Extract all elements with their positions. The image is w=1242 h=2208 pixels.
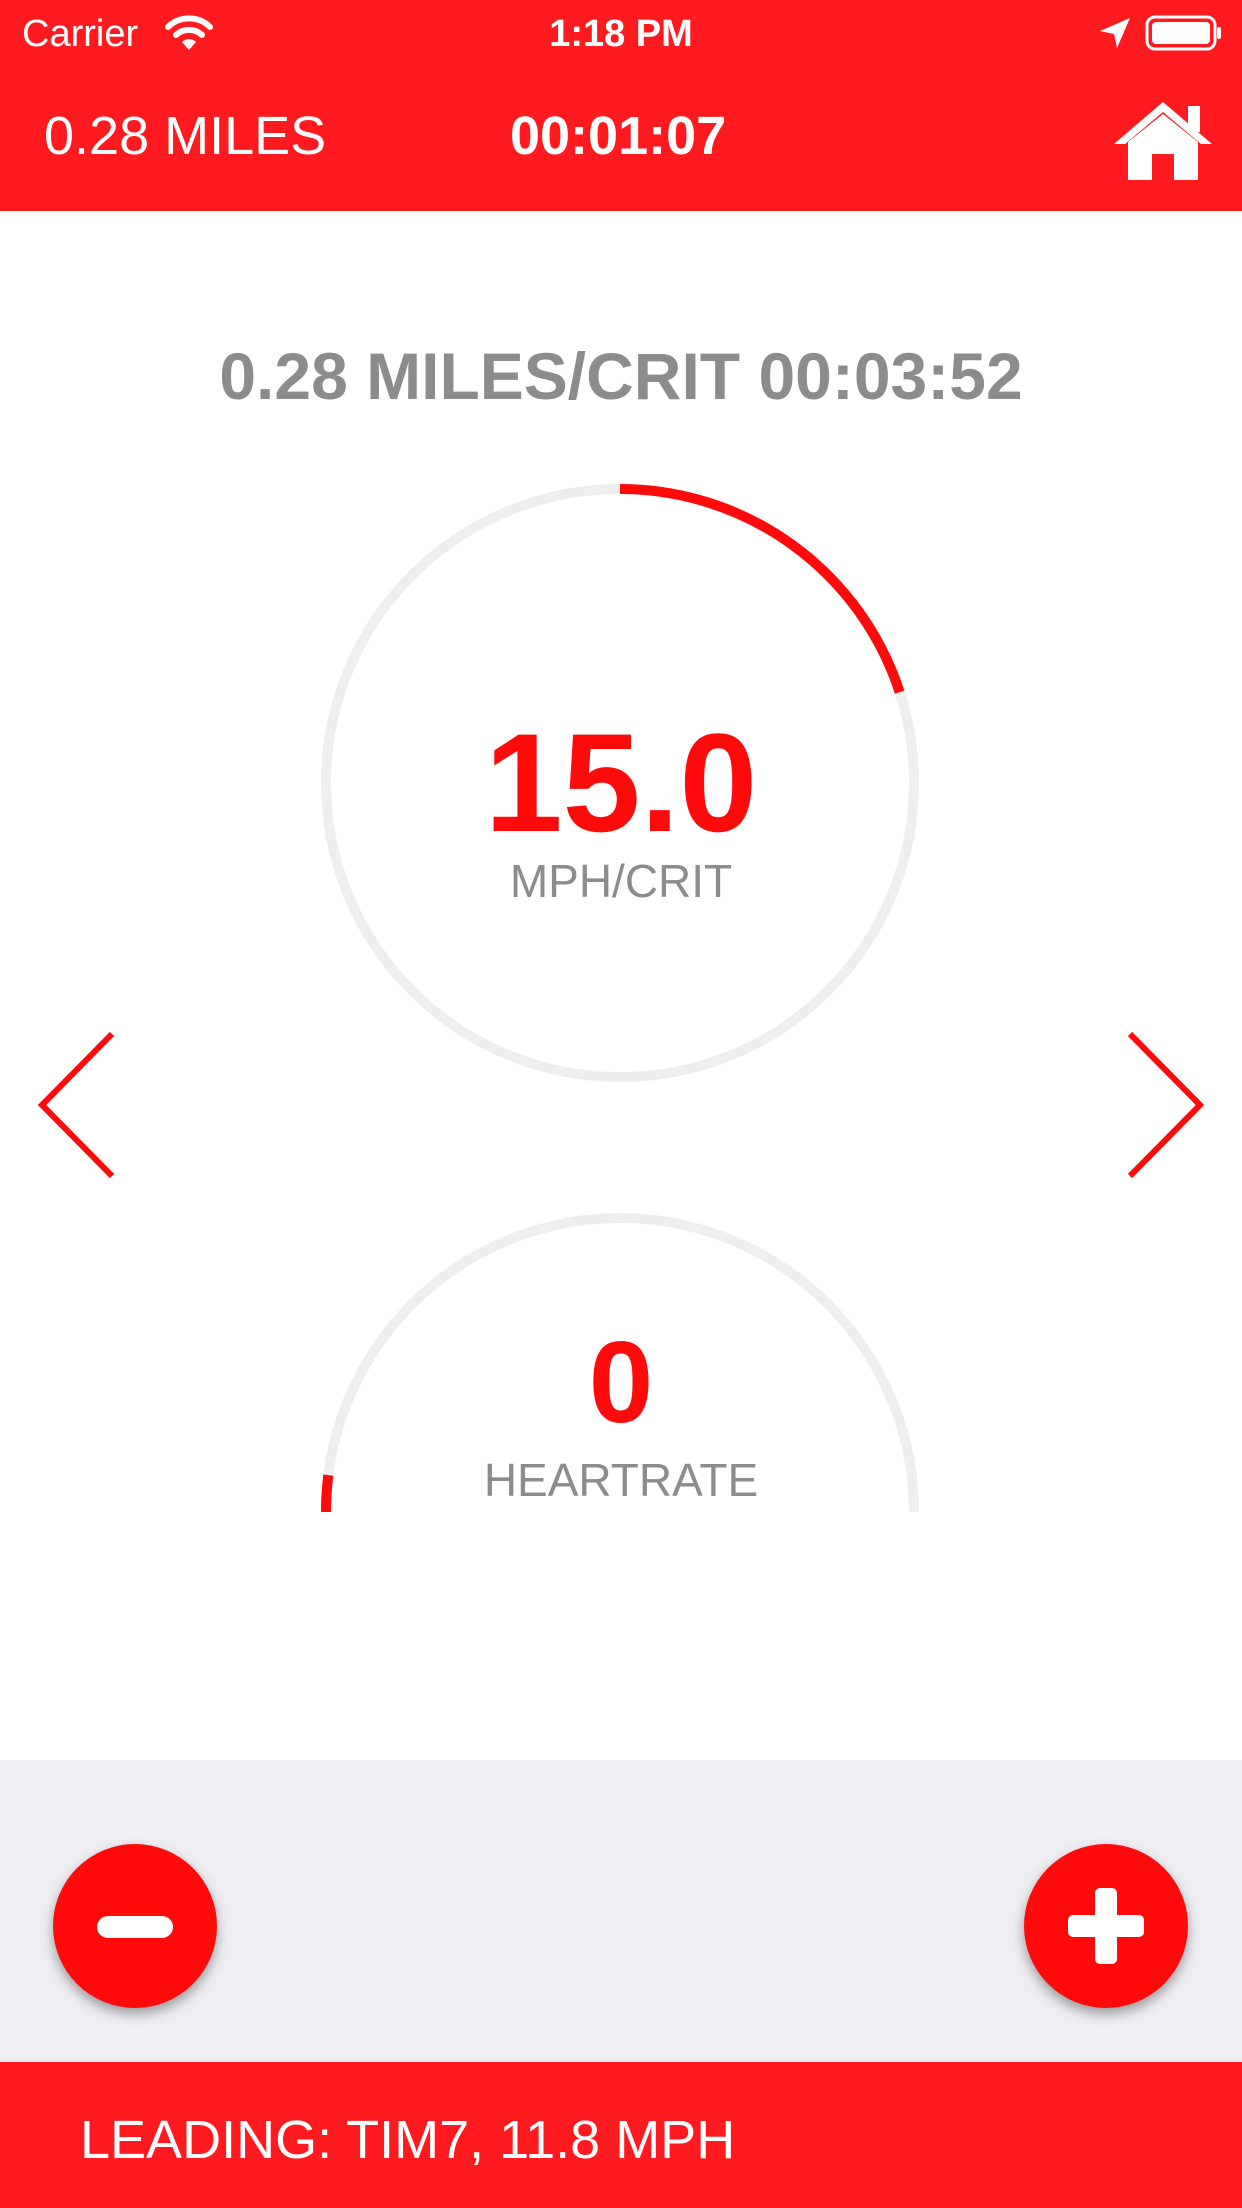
plus-icon: [1068, 1888, 1144, 1964]
carrier-label: Carrier: [22, 13, 139, 55]
heartrate-value: 0: [588, 1317, 654, 1447]
speed-gauge-progress: [619, 484, 905, 694]
leaderboard-bar: LEADING: TIM7, 11.8 MPH: [0, 2062, 1242, 2208]
heartrate-unit-label: HEARTRATE: [483, 1454, 759, 1506]
heartrate-gauge-track: [321, 1213, 919, 1513]
top-bar: Carrier 1:18 PM 0.28 MILES 00:01:07: [0, 0, 1242, 211]
wifi-icon: [165, 15, 213, 50]
status-time: 1:18 PM: [549, 13, 693, 55]
minus-icon: [97, 1916, 173, 1938]
speed-unit-label: MPH/CRIT: [509, 855, 733, 907]
leading-rider: LEADING: TIM7, 11.8 MPH: [80, 2110, 736, 2170]
home-icon[interactable]: [1110, 96, 1216, 184]
distance-readout: 0.28 MILES: [44, 106, 327, 166]
decrease-button[interactable]: [53, 1844, 217, 2008]
status-bar: Carrier 1:18 PM: [0, 0, 1242, 66]
elapsed-time: 00:01:07: [510, 106, 727, 166]
speed-value: 15.0: [484, 704, 758, 861]
heartrate-gauge-progress: [321, 1474, 334, 1513]
location-arrow-icon: [1100, 18, 1130, 48]
controls-panel: [0, 1760, 1242, 2062]
chevron-left-icon[interactable]: [34, 1030, 124, 1180]
increase-button[interactable]: [1024, 1844, 1188, 2008]
battery-icon: [1145, 15, 1221, 51]
lap-summary: 0.28 MILES/CRIT 00:03:52: [219, 339, 1023, 413]
chevron-right-icon[interactable]: [1118, 1030, 1208, 1180]
